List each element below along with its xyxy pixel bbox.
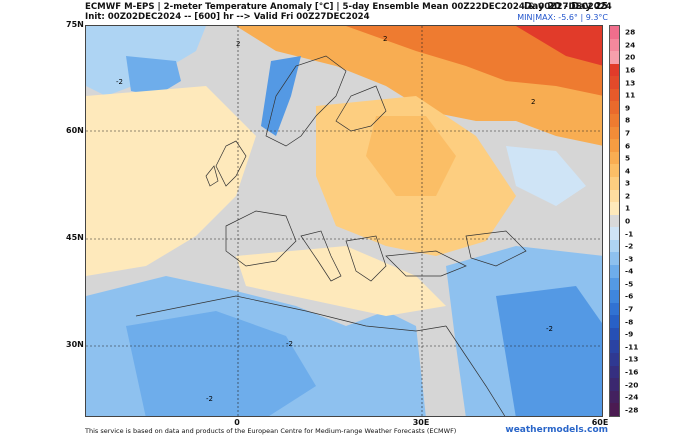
colorbar-swatch xyxy=(610,151,619,165)
colorbar-tick-label: 2 xyxy=(625,191,631,201)
lat-label-60n: 60N xyxy=(66,126,84,135)
colorbar-swatch xyxy=(610,403,619,416)
colorbar-tick-label: 7 xyxy=(625,128,631,138)
colorbar-tick-label: 1 xyxy=(625,203,631,213)
colorbar-tick-label: 20 xyxy=(625,52,636,62)
colorbar-tick-label: -9 xyxy=(625,329,634,339)
colorbar-swatch xyxy=(610,290,619,303)
warm-region-atlantic xyxy=(86,86,256,276)
colorbar-tick-label: 6 xyxy=(625,141,631,151)
colorbar-swatch xyxy=(610,353,619,366)
lat-label-75n: 75N xyxy=(66,20,84,29)
colorbar-tick-label: 4 xyxy=(625,166,631,176)
colorbar-tick-label: 24 xyxy=(625,40,636,50)
colorbar-swatch xyxy=(610,189,619,203)
map-canvas: 2 2 2 -2 -2 -2 -2 xyxy=(86,26,602,416)
colorbar-tick-label: -7 xyxy=(625,304,634,314)
init-valid-line: Init: 00Z02DEC2024 -- [600] hr --> Valid… xyxy=(85,12,370,22)
colorbar-swatch xyxy=(610,378,619,391)
cold-region-sahara xyxy=(126,311,316,416)
day-range: Day 20 - Day 25 xyxy=(523,1,608,12)
colorbar-swatch xyxy=(610,214,619,228)
chart-title: ECMWF M-EPS | 2-meter Temperature Anomal… xyxy=(85,2,612,12)
colorbar-tick-label: -13 xyxy=(625,354,639,364)
colorbar-swatch xyxy=(610,38,619,52)
graticule xyxy=(86,26,602,416)
colorbar-tick-label: 3 xyxy=(625,178,631,188)
contour-label: 2 xyxy=(383,35,387,43)
contour-label: 2 xyxy=(531,98,535,106)
colorbar-swatch xyxy=(610,277,619,291)
min-max-readout: MIN|MAX: -5.6° | 9.3°C xyxy=(517,13,608,22)
warm-region-max xyxy=(516,26,602,66)
lat-label-45n: 45N xyxy=(66,233,84,242)
colorbar-swatch xyxy=(610,252,619,265)
lon-label-60e: 60E xyxy=(591,418,609,427)
warm-region-mediterranean xyxy=(236,246,446,316)
colorbar-swatch xyxy=(610,88,619,102)
colorbar-tick-label: 28 xyxy=(625,27,636,37)
contour-label-negative: -2 xyxy=(206,395,213,403)
colorbar xyxy=(609,25,620,417)
colorbar-tick-label: -24 xyxy=(625,392,639,402)
contour-label-negative: -2 xyxy=(116,78,123,86)
colorbar-swatch xyxy=(610,202,619,215)
colorbar-swatch xyxy=(610,126,619,140)
colorbar-swatch xyxy=(610,302,619,316)
colorbar-swatch xyxy=(610,63,619,77)
colorbar-swatch xyxy=(610,164,619,177)
footer-note: This service is based on data and produc… xyxy=(85,427,457,435)
cold-region-arabia xyxy=(496,286,602,416)
colorbar-swatch xyxy=(610,315,619,328)
contour-label-negative: -2 xyxy=(546,325,553,333)
warm-region-core xyxy=(346,26,602,96)
colorbar-tick-label: -16 xyxy=(625,367,639,377)
cold-region-russia xyxy=(506,146,586,206)
colorbar-tick-label: 16 xyxy=(625,65,636,75)
colorbar-swatch xyxy=(610,227,619,240)
colorbar-tick-label: -1 xyxy=(625,229,634,239)
colorbar-tick-label: 11 xyxy=(625,90,636,100)
colorbar-tick-label: -4 xyxy=(625,266,634,276)
colorbar-swatch xyxy=(610,26,619,39)
colorbar-swatch xyxy=(610,76,619,89)
colorbar-tick-label: 5 xyxy=(625,153,631,163)
lat-label-30n: 30N xyxy=(66,340,84,349)
colorbar-tick-label: 13 xyxy=(625,78,636,88)
colorbar-swatch xyxy=(610,51,619,64)
colorbar-swatch xyxy=(610,101,619,115)
cold-region-sea xyxy=(126,56,181,96)
colorbar-tick-label: -2 xyxy=(625,241,634,251)
colorbar-swatch xyxy=(610,239,619,253)
colorbar-tick-label: 0 xyxy=(625,216,631,226)
contour-label: 2 xyxy=(236,40,240,48)
colorbar-tick-label: -5 xyxy=(625,279,634,289)
warm-region-east xyxy=(366,116,456,196)
colorbar-tick-label: 9 xyxy=(625,103,631,113)
contour-label-negative: -2 xyxy=(286,340,293,348)
colorbar-tick-label: -20 xyxy=(625,380,639,390)
colorbar-swatch xyxy=(610,176,619,190)
coastlines xyxy=(135,55,527,416)
colorbar-swatch xyxy=(610,139,619,152)
colorbar-tick-label: -28 xyxy=(625,405,639,415)
colorbar-tick-label: -3 xyxy=(625,254,634,264)
colorbar-swatch xyxy=(610,114,619,127)
colorbar-swatch xyxy=(610,264,619,278)
colorbar-swatch xyxy=(610,327,619,341)
colorbar-tick-label: 8 xyxy=(625,115,631,125)
footer-brand-link[interactable]: weathermodels.com xyxy=(505,425,608,435)
lon-label-0: 0 xyxy=(234,418,240,427)
anomaly-map: 2 2 2 -2 -2 -2 -2 xyxy=(85,25,603,417)
colorbar-swatch xyxy=(610,340,619,354)
colorbar-swatch xyxy=(610,365,619,379)
colorbar-swatch xyxy=(610,390,619,404)
colorbar-tick-label: -11 xyxy=(625,342,639,352)
colorbar-tick-label: -6 xyxy=(625,291,634,301)
lon-label-30e: 30E xyxy=(412,418,430,427)
colorbar-tick-label: -8 xyxy=(625,317,634,327)
